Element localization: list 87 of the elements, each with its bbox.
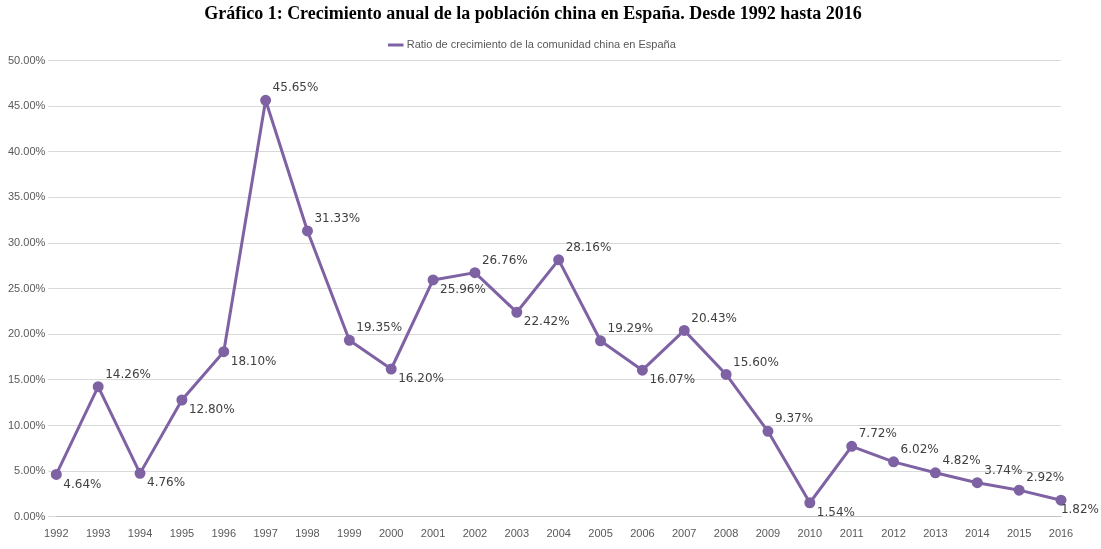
y-tick-label: 50.00% (8, 53, 46, 66)
x-tick-label: 2012 (881, 527, 906, 540)
x-tick-label: 1992 (44, 527, 69, 540)
x-tick-label: 2013 (923, 527, 948, 540)
x-tick-label: 2016 (1048, 527, 1074, 540)
data-label: 4.64% (63, 476, 102, 491)
x-tick-label: 2010 (797, 527, 823, 540)
y-tick-label: 0.00% (14, 509, 46, 522)
x-tick-label: 2006 (630, 527, 655, 540)
point (92, 381, 104, 393)
x-tick-label: 1995 (169, 527, 195, 540)
x-tick-label: 2002 (462, 527, 488, 540)
y-tick-label: 15.00% (8, 372, 46, 385)
data-label: 9.37% (774, 411, 814, 426)
x-tick-label: 2015 (1006, 527, 1032, 540)
point (846, 440, 858, 452)
data-label: 45.65% (272, 80, 319, 95)
point (260, 94, 272, 106)
y-tick-label: 35.00% (8, 190, 46, 203)
data-label: 28.16% (565, 239, 612, 254)
data-label: 25.96% (440, 282, 486, 297)
y-tick-label: 45.00% (8, 99, 46, 112)
point (595, 335, 607, 347)
point (929, 467, 941, 479)
point (427, 274, 439, 286)
x-tick-label: 1999 (337, 527, 362, 540)
x-tick-label: 2008 (713, 527, 739, 540)
data-label: 12.80% (188, 402, 235, 417)
data-label: 22.42% (523, 314, 570, 329)
x-tick-label: 1996 (211, 527, 236, 540)
point (134, 467, 146, 479)
data-label: 3.74% (984, 462, 1023, 477)
x-tick-label: 2009 (755, 527, 781, 540)
point (762, 425, 774, 437)
x-tick-label: 2003 (504, 527, 530, 540)
point (678, 324, 690, 336)
data-label: 16.07% (649, 372, 696, 387)
data-label: 20.43% (691, 310, 738, 325)
data-label: 26.76% (481, 252, 528, 267)
data-label: 4.76% (147, 475, 186, 490)
data-label: 14.26% (105, 366, 151, 381)
legend-label: Ratio de crecimiento de la comunidad china en España (406, 38, 677, 51)
x-tick-label: 2001 (420, 527, 446, 540)
point (971, 477, 983, 489)
y-tick-label: 30.00% (8, 236, 46, 249)
data-label: 1.54% (816, 504, 855, 519)
point (469, 267, 481, 279)
x-tick-label: 2005 (588, 527, 613, 540)
x-tick-label: 2000 (378, 527, 404, 540)
x-tick-label: 2004 (546, 527, 571, 540)
x-tick-label: 1998 (295, 527, 320, 540)
point (888, 456, 900, 468)
point (511, 306, 523, 318)
x-tick-label: 1993 (85, 527, 111, 540)
y-tick-label: 40.00% (8, 144, 46, 157)
point (343, 334, 355, 346)
data-label: 7.72% (858, 426, 897, 441)
y-tick-label: 25.00% (8, 281, 46, 294)
x-tick-label: 1994 (127, 527, 153, 540)
point (720, 368, 732, 380)
point (553, 254, 565, 266)
data-label: 4.82% (942, 452, 981, 467)
data-label: 15.60% (733, 354, 779, 369)
point (636, 364, 648, 376)
data-label: 2.92% (1026, 470, 1065, 485)
y-tick-label: 20.00% (8, 327, 46, 340)
data-label: 19.35% (356, 320, 403, 335)
data-label: 6.02% (900, 442, 939, 456)
point (1013, 484, 1025, 496)
data-label: 19.29% (607, 320, 654, 335)
x-tick-label: 2011 (839, 527, 864, 540)
x-tick-label: 1997 (253, 527, 278, 540)
data-label: 16.20% (398, 371, 444, 386)
x-tick-label: 2007 (672, 527, 697, 540)
chart-title: Gráfico 1: Crecimiento anual de la población china en España. Desde 1992 hasta 2016 (204, 3, 862, 24)
point (218, 346, 230, 358)
point (301, 225, 313, 237)
data-label: 18.10% (230, 353, 277, 368)
point (385, 363, 397, 375)
point (804, 497, 816, 509)
point (176, 394, 188, 406)
data-label: 31.33% (314, 211, 361, 226)
data-label: 1.82% (1060, 502, 1099, 517)
point (1055, 494, 1067, 506)
y-tick-label: 5.00% (14, 464, 46, 477)
y-tick-label: 10.00% (8, 418, 46, 431)
x-tick-label: 2014 (965, 527, 990, 540)
